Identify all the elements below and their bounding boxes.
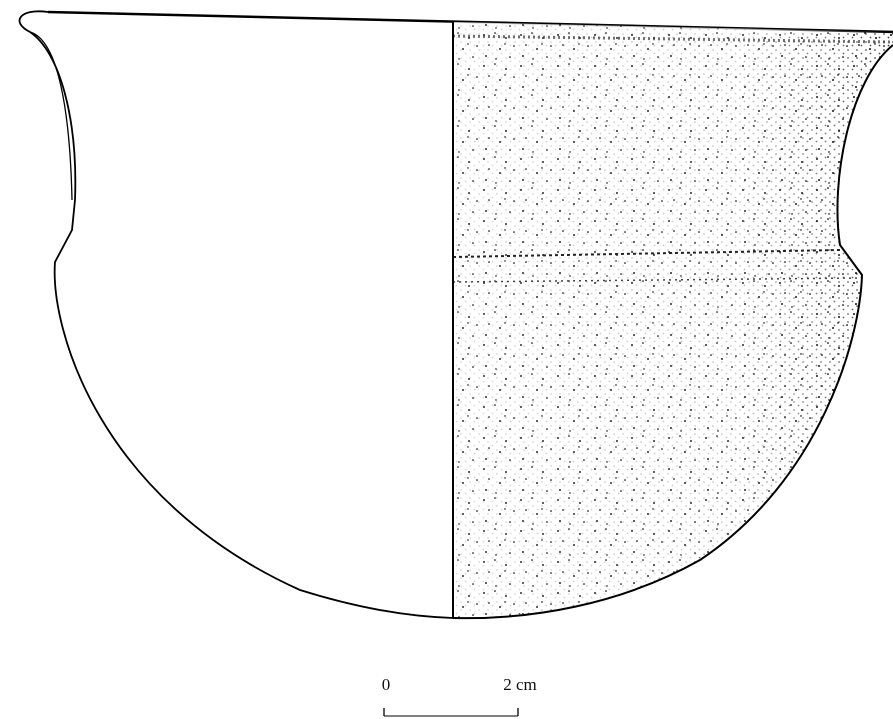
left-profile (18, 10, 454, 619)
scale-start-label: 0 (382, 675, 391, 694)
right-profile (452, 44, 893, 620)
rim-line (47, 10, 893, 34)
stippled-half (453, 22, 893, 619)
lip-inner (29, 31, 73, 201)
scale-end-label: 2 cm (503, 675, 537, 694)
scale-bar: 0 2 cm (382, 675, 537, 717)
